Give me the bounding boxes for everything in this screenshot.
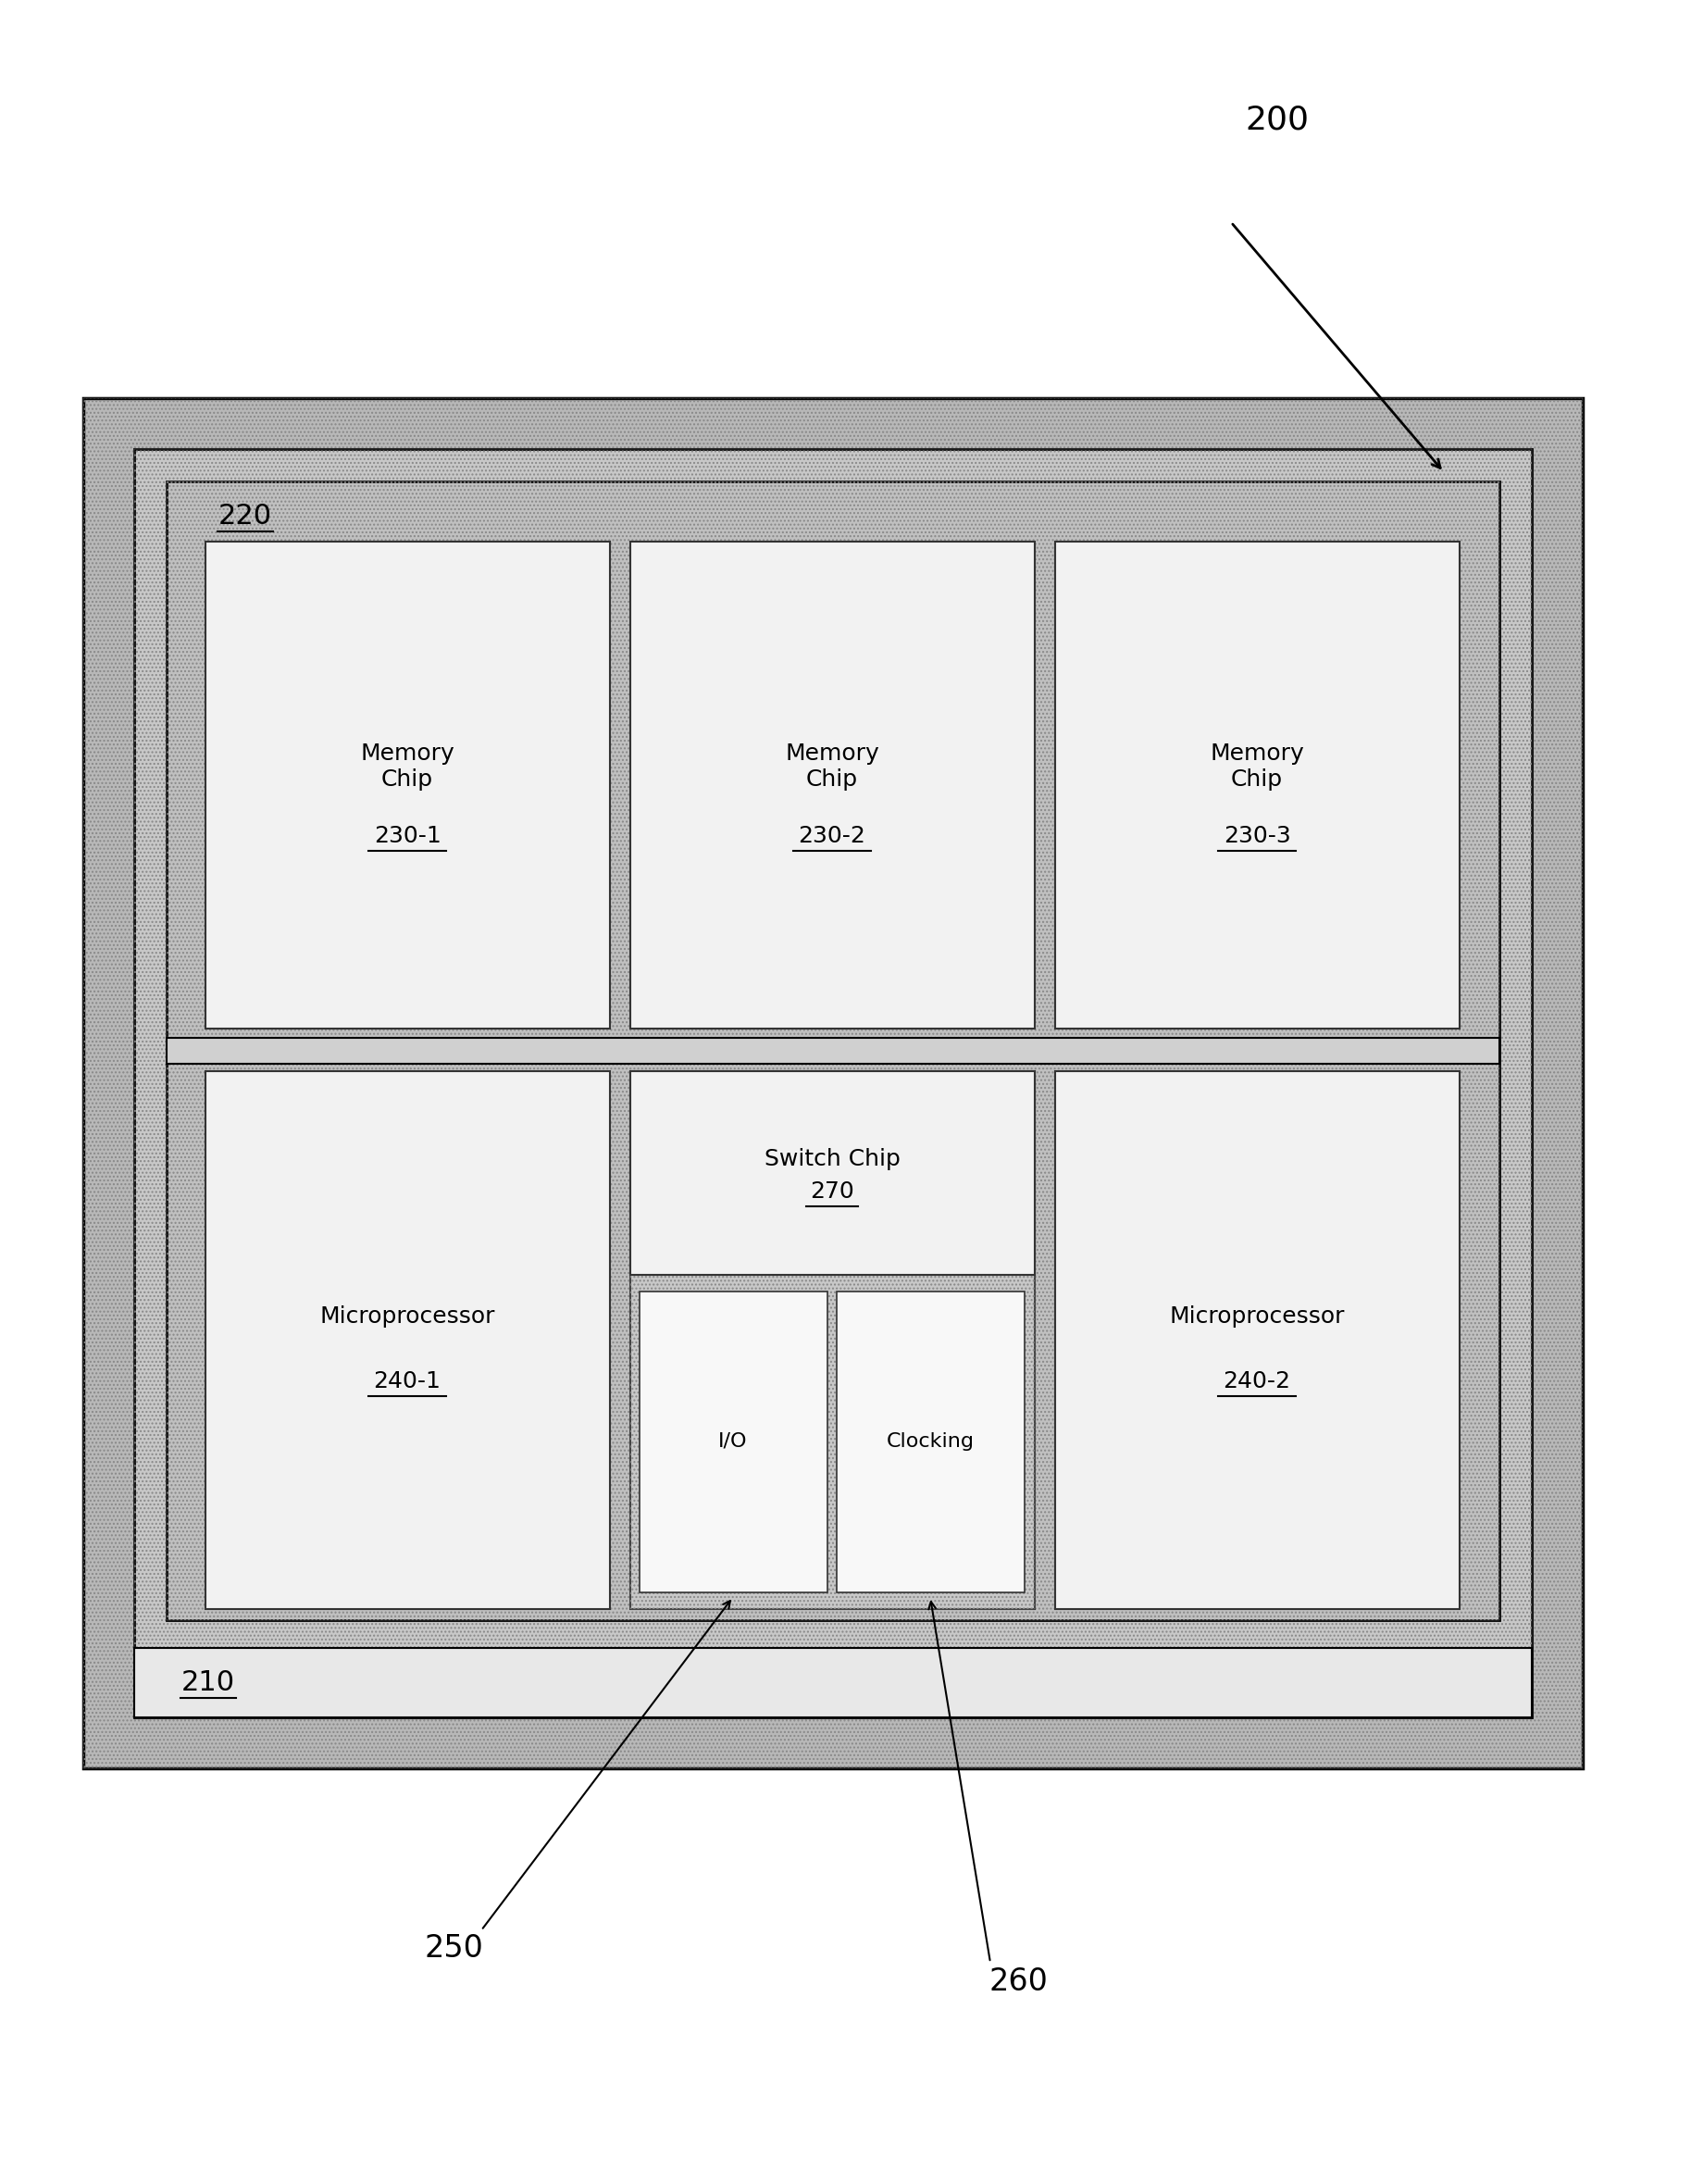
Bar [167,480,1500,1621]
Bar [167,480,1500,1621]
Text: Memory
Chip: Memory Chip [360,743,455,791]
Bar [639,1291,827,1592]
Text: Microprocessor: Microprocessor [1168,1306,1344,1328]
Bar [206,542,610,1029]
Bar [134,1649,1532,1717]
Text: 230-3: 230-3 [1223,826,1290,847]
Text: 270: 270 [810,1179,854,1203]
Text: 210: 210 [181,1671,235,1697]
Bar [134,450,1532,1717]
Text: Memory
Chip: Memory Chip [785,743,879,791]
Bar [631,1070,1035,1610]
Bar [631,1070,1035,1610]
Bar [837,1291,1025,1592]
Bar [631,542,1035,1029]
Text: 240-2: 240-2 [1223,1369,1290,1393]
Text: 220: 220 [218,502,272,531]
Bar [134,450,1532,1717]
Bar [83,397,1583,1769]
Bar [206,1070,610,1610]
Bar [631,1070,1035,1275]
Text: 200: 200 [1245,105,1309,135]
Bar [1055,542,1459,1029]
Text: Switch Chip: Switch Chip [764,1149,900,1171]
Text: 260: 260 [989,1966,1048,1996]
Text: Memory
Chip: Memory Chip [1209,743,1304,791]
Text: 230-2: 230-2 [798,826,866,847]
Bar [1055,1070,1459,1610]
Text: I/O: I/O [719,1433,747,1450]
Text: Clocking: Clocking [886,1433,974,1450]
Text: 230-1: 230-1 [374,826,441,847]
Text: 240-1: 240-1 [374,1369,441,1393]
Bar [83,397,1583,1769]
Text: 250: 250 [424,1933,484,1963]
Bar [167,1037,1500,1064]
Text: Microprocessor: Microprocessor [320,1306,495,1328]
